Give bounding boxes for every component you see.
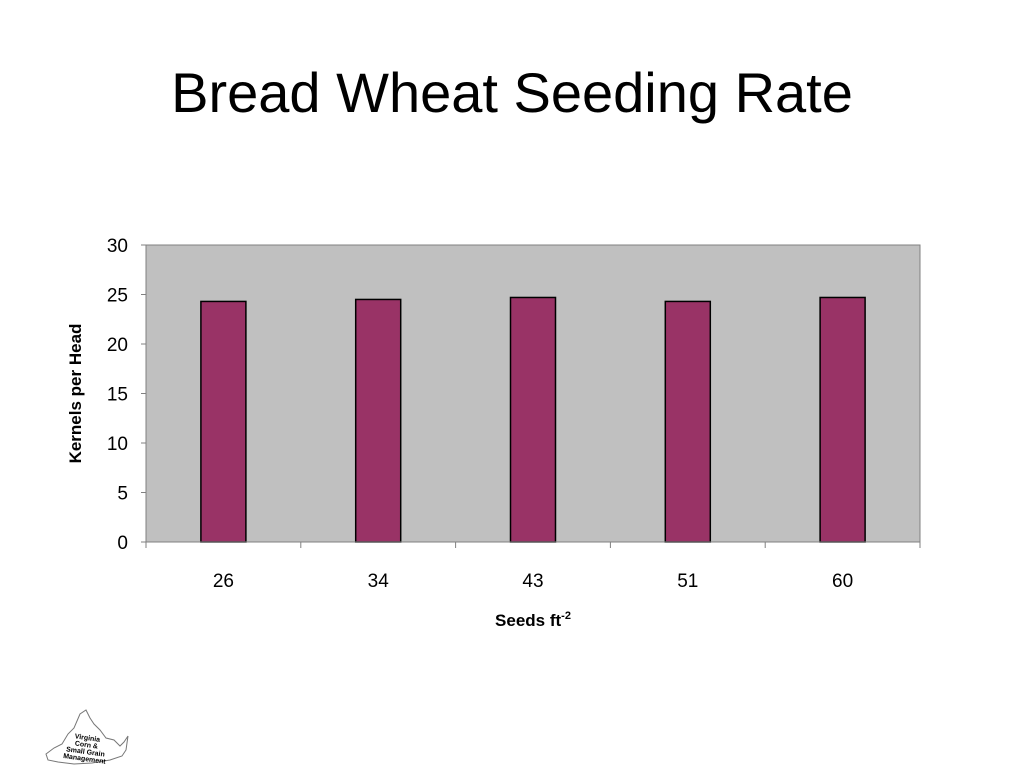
y-tick-label: 20: [107, 335, 128, 356]
virginia-state-outline: [45, 709, 129, 765]
logo-line-1: Virginia: [74, 733, 100, 744]
x-tick-label: 34: [368, 571, 390, 592]
x-tick-label: 26: [213, 571, 234, 592]
slide-title: Bread Wheat Seeding Rate: [171, 61, 853, 124]
y-tick-label: 0: [117, 533, 128, 554]
x-axis-title-superscript: -2: [561, 610, 571, 622]
bar-chart: 0 5 10 15 20 25 30 26 34 43 51 60 Seeds ft-2 Kerne…: [66, 236, 921, 630]
logo-line-2: Corn &: [74, 740, 98, 750]
x-axis-title: Seeds ft-2: [495, 610, 571, 630]
y-tick-label: 5: [117, 484, 128, 505]
y-tick-label: 30: [107, 236, 128, 257]
bar-34: [354, 298, 402, 543]
y-tick-label: 10: [107, 434, 128, 455]
bar-51: [664, 300, 712, 543]
virginia-logo: Virginia Corn & Small Grain Management: [45, 709, 129, 766]
bar-26: [200, 300, 247, 543]
x-axis-title-text: Seeds ft: [495, 611, 561, 630]
y-tick-label: 25: [107, 286, 128, 307]
x-tick-label: 51: [677, 571, 698, 592]
bar-43: [509, 296, 557, 543]
x-tick-label: 60: [832, 571, 853, 592]
bar-60: [819, 296, 866, 543]
y-tick-label: 15: [107, 385, 128, 406]
x-tick-label: 43: [522, 571, 543, 592]
y-axis-title: Kernels per Head: [66, 324, 85, 464]
